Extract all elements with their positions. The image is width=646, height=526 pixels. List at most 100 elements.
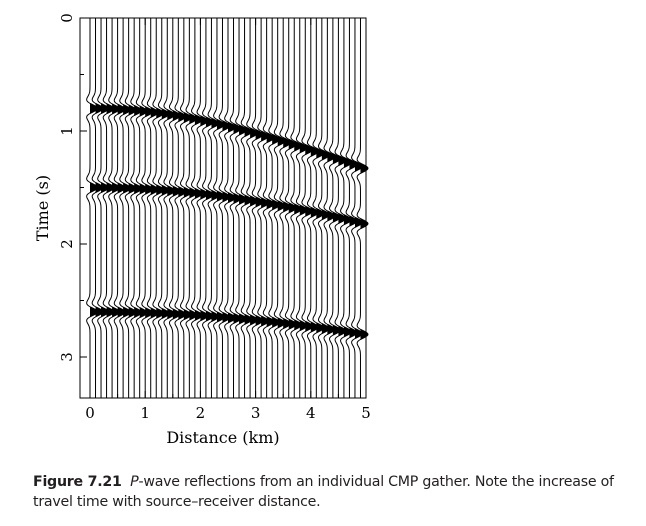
wavelet-2-1 bbox=[101, 182, 109, 193]
wavelet-37-2 bbox=[294, 320, 302, 330]
wavelet-40-2 bbox=[310, 322, 319, 332]
wavelet-30-0 bbox=[255, 129, 264, 140]
wavelet-11-2 bbox=[150, 308, 159, 318]
wavelet-43-2 bbox=[327, 324, 335, 334]
trace-15 bbox=[168, 18, 181, 398]
wavelet-29-0 bbox=[250, 128, 258, 138]
trace-26 bbox=[229, 18, 242, 398]
caption-text: -wave reflections from an individual CMP… bbox=[33, 474, 614, 510]
wavelet-9-2 bbox=[139, 308, 148, 318]
wavelet-32-2 bbox=[266, 317, 275, 327]
wavelet-40-0 bbox=[310, 146, 319, 156]
trace-28 bbox=[240, 18, 253, 398]
y-tick-label-0: 0 bbox=[58, 13, 76, 23]
wavelet-46-0 bbox=[343, 157, 352, 168]
trace-43 bbox=[323, 18, 336, 398]
wavelet-25-0 bbox=[228, 122, 236, 132]
wavelet-20-0 bbox=[200, 116, 208, 126]
wavelet-35-2 bbox=[283, 318, 291, 329]
wavelet-20-1 bbox=[200, 189, 208, 199]
wavelet-35-1 bbox=[283, 202, 291, 212]
wavelet-25-1 bbox=[228, 193, 236, 203]
wavelet-49-0 bbox=[360, 163, 368, 173]
trace-16 bbox=[174, 18, 187, 398]
wavelet-46-1 bbox=[343, 215, 352, 225]
wavelet-14-2 bbox=[167, 309, 175, 319]
wavelet-28-1 bbox=[244, 195, 253, 205]
wavelet-31-2 bbox=[261, 316, 269, 326]
trace-17 bbox=[179, 18, 192, 398]
seismic-traces bbox=[86, 18, 369, 398]
wavelet-41-1 bbox=[316, 208, 324, 219]
wavelet-39-0 bbox=[305, 144, 313, 155]
wavelet-27-0 bbox=[239, 125, 247, 135]
trace-21 bbox=[202, 18, 214, 398]
wavelet-30-2 bbox=[255, 315, 264, 326]
wavelet-21-1 bbox=[205, 190, 214, 200]
wavelet-26-2 bbox=[233, 313, 242, 323]
x-tick-labels: 0 1 2 3 4 5 bbox=[85, 404, 371, 422]
wavelet-0-1 bbox=[90, 182, 98, 193]
wavelet-7-0 bbox=[128, 105, 137, 115]
trace-10 bbox=[141, 18, 154, 398]
wavelet-44-0 bbox=[332, 154, 341, 164]
wavelet-4-0 bbox=[112, 104, 120, 114]
figure-caption: Figure 7.21 P-wave reflections from an i… bbox=[33, 472, 633, 512]
wavelet-11-0 bbox=[150, 107, 159, 117]
trace-0 bbox=[86, 18, 99, 398]
trace-2 bbox=[97, 18, 110, 398]
trace-24 bbox=[218, 18, 231, 398]
wavelet-20-2 bbox=[200, 311, 208, 321]
wavelet-13-2 bbox=[161, 308, 170, 319]
wavelet-12-2 bbox=[156, 308, 164, 318]
wavelet-5-1 bbox=[117, 183, 126, 193]
wavelet-27-1 bbox=[239, 194, 247, 204]
wavelet-10-0 bbox=[145, 107, 153, 117]
wavelet-30-1 bbox=[255, 197, 264, 207]
wavelet-24-1 bbox=[222, 192, 230, 202]
x-axis-label: Distance (km) bbox=[166, 428, 279, 447]
trace-14 bbox=[163, 18, 176, 398]
wavelet-32-1 bbox=[266, 199, 275, 209]
wavelet-18-2 bbox=[189, 310, 197, 320]
wavelet-29-2 bbox=[250, 315, 258, 325]
y-tick-label-2: 2 bbox=[58, 239, 76, 249]
x-axis-ticks bbox=[89, 18, 367, 398]
trace-4 bbox=[108, 18, 121, 398]
wavelet-16-1 bbox=[178, 187, 186, 197]
wavelet-28-0 bbox=[244, 126, 253, 137]
wavelet-42-2 bbox=[321, 323, 330, 334]
wavelet-38-0 bbox=[299, 143, 308, 153]
wavelet-36-0 bbox=[288, 139, 297, 149]
wavelet-14-0 bbox=[167, 110, 175, 120]
trace-20 bbox=[196, 18, 209, 398]
x-tick-label-3: 3 bbox=[251, 404, 261, 422]
wavelet-4-1 bbox=[112, 183, 120, 193]
wavelet-46-2 bbox=[343, 327, 352, 337]
trace-12 bbox=[152, 18, 165, 398]
wavelet-22-1 bbox=[211, 190, 219, 200]
x-tick-label-0: 0 bbox=[85, 404, 95, 422]
wavelet-32-0 bbox=[266, 133, 275, 143]
wavelet-15-2 bbox=[172, 309, 181, 319]
wavelet-15-0 bbox=[172, 110, 181, 121]
wavelet-6-1 bbox=[123, 183, 131, 193]
wavelet-18-1 bbox=[189, 188, 197, 198]
wavelet-21-2 bbox=[205, 311, 214, 321]
wavelet-41-0 bbox=[316, 148, 324, 158]
wavelet-22-2 bbox=[211, 311, 219, 322]
wavelet-33-0 bbox=[272, 134, 280, 144]
wavelet-44-2 bbox=[332, 325, 341, 335]
wavelet-29-1 bbox=[250, 196, 258, 206]
wavelet-15-1 bbox=[172, 186, 181, 196]
wavelet-19-1 bbox=[194, 188, 203, 199]
trace-3 bbox=[102, 18, 115, 398]
wavelet-0-0 bbox=[90, 103, 98, 113]
wavelet-28-2 bbox=[244, 314, 253, 324]
trace-5 bbox=[113, 18, 126, 398]
wavelet-1-0 bbox=[95, 103, 104, 114]
trace-29 bbox=[246, 18, 259, 398]
wavelet-34-2 bbox=[277, 318, 286, 328]
trace-22 bbox=[207, 18, 220, 398]
wavelet-38-1 bbox=[299, 205, 308, 215]
